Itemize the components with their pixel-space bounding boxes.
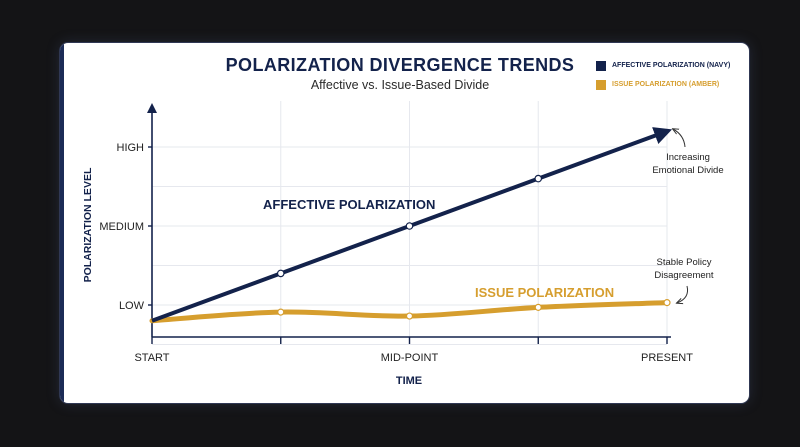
chart-plot: LOW MEDIUM HIGH START MID-POINT PRESENT TIME PO… xyxy=(82,101,724,387)
annotation-affective-line2: Emotional Divide xyxy=(652,165,723,176)
annotation-issue-line2: Disagreement xyxy=(654,270,713,281)
chart-title: POLARIZATION DIVERGENCE TRENDS xyxy=(225,55,575,75)
legend-swatch-issue xyxy=(596,79,606,90)
issue-series-label: ISSUE POLARIZATION xyxy=(475,285,614,300)
legend-item-affective: AFFECTIVE POLARIZATION (NAVY) xyxy=(596,59,730,72)
annotation-issue-arrow xyxy=(677,285,688,303)
y-axis-title: POLARIZATION LEVEL xyxy=(82,167,94,282)
axes-layer: LOW MEDIUM HIGH START MID-POINT PRESENT TIME PO… xyxy=(82,103,693,387)
annotation-affective-line1: Increasing xyxy=(666,152,710,163)
affective-data-point xyxy=(276,269,285,278)
label-layer: AFFECTIVE POLARIZATION ISSUE POLARIZATION… xyxy=(263,129,724,303)
issue-data-point xyxy=(663,299,671,307)
chart-subtitle: Affective vs. Issue-Based Divide xyxy=(310,78,490,92)
legend-label-affective: AFFECTIVE POLARIZATION (NAVY) xyxy=(612,62,731,69)
y-tick-label: LOW xyxy=(119,300,145,312)
x-tick-label: MID-POINT xyxy=(381,352,439,364)
y-tick-label: HIGH xyxy=(117,142,145,154)
x-tick-label: START xyxy=(134,352,169,364)
legend-label-issue: ISSUE POLARIZATION (AMBER) xyxy=(612,81,720,88)
y-axis-arrowhead xyxy=(147,103,157,113)
series-layer xyxy=(149,127,673,324)
legend-swatch-affective xyxy=(596,60,606,71)
card-accent-bar xyxy=(60,43,64,403)
x-axis-title: TIME xyxy=(396,375,422,387)
legend-item-issue: ISSUE POLARIZATION (AMBER) xyxy=(596,78,730,91)
x-tick-label: PRESENT xyxy=(641,352,693,364)
affective-data-point xyxy=(405,222,414,230)
chart-legend: AFFECTIVE POLARIZATION (NAVY) ISSUE POLA… xyxy=(596,59,730,97)
annotation-affective-arrow xyxy=(673,129,686,148)
y-tick-label: MEDIUM xyxy=(99,221,144,233)
issue-data-point xyxy=(534,303,542,311)
chart-card: POLARIZATION DIVERGENCE TRENDS Affective… xyxy=(60,43,749,403)
issue-data-point xyxy=(277,308,285,316)
annotation-issue-line1: Stable Policy xyxy=(657,257,712,268)
issue-data-point xyxy=(405,312,414,320)
affective-series-label: AFFECTIVE POLARIZATION xyxy=(263,197,435,212)
affective-data-point xyxy=(534,174,543,183)
